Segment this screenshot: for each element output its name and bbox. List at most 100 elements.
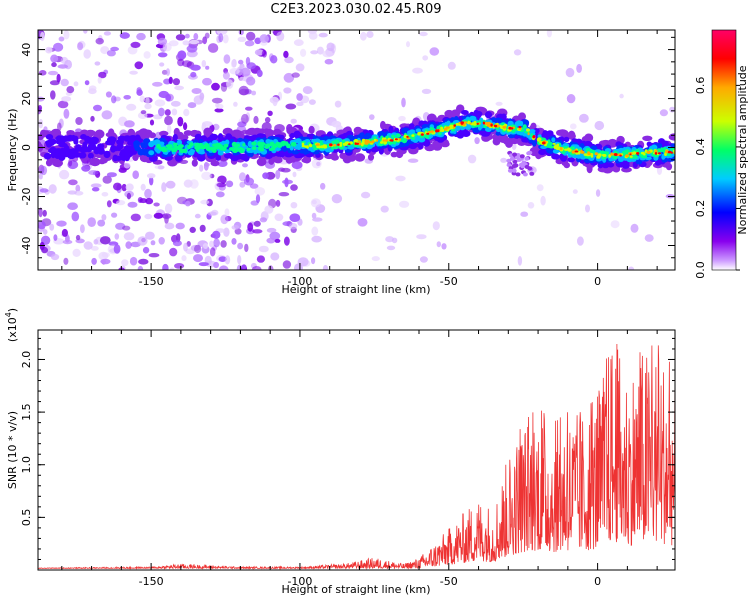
noise-blob: [385, 236, 394, 243]
signal-blob: [527, 132, 530, 136]
noise-blob: [218, 265, 229, 270]
signal-blob: [281, 140, 287, 146]
noise-blob: [201, 171, 212, 181]
noise-blob: [241, 113, 249, 124]
signal-blob: [224, 143, 229, 147]
noise-blob: [157, 52, 168, 58]
signal-blob: [410, 142, 419, 148]
noise-blob: [225, 180, 234, 188]
signal-blob: [522, 124, 527, 129]
noise-blob: [467, 154, 477, 164]
signal-blob: [536, 137, 542, 142]
signal-blob: [502, 125, 507, 129]
noise-blob: [38, 220, 46, 230]
noise-blob: [165, 180, 176, 189]
signal-blob: [437, 131, 442, 136]
noise-blob: [175, 222, 185, 230]
noise-blob: [595, 189, 601, 197]
noise-blob: [267, 265, 274, 270]
signal-blob: [476, 122, 479, 125]
signal-blob: [275, 141, 281, 146]
signal-blob: [643, 152, 646, 156]
signal-blob: [469, 122, 472, 125]
signal-blob: [87, 143, 97, 151]
x-tick-label: -150: [139, 575, 164, 588]
noise-blob: [185, 200, 191, 207]
signal-blob: [516, 157, 522, 162]
noise-blob: [126, 103, 137, 111]
noise-blob: [566, 94, 576, 104]
signal-blob: [148, 141, 155, 148]
noise-blob: [399, 200, 410, 208]
signal-blob: [49, 146, 57, 154]
noise-blob: [238, 59, 244, 65]
noise-blob: [289, 213, 301, 222]
noise-blob: [255, 194, 261, 204]
noise-blob: [122, 225, 131, 231]
y-tick-label: 1.0: [20, 456, 33, 474]
noise-blob: [546, 30, 552, 38]
signal-blob: [654, 160, 662, 166]
signal-blob: [143, 138, 151, 145]
noise-blob: [398, 115, 406, 122]
noise-blob: [239, 181, 246, 188]
noise-blob: [245, 106, 253, 111]
noise-blob: [134, 61, 144, 70]
noise-blob: [216, 182, 227, 188]
signal-blob: [72, 152, 82, 158]
noise-blob: [75, 184, 81, 193]
noise-blob: [183, 179, 193, 188]
noise-blob: [320, 182, 326, 190]
noise-blob: [48, 70, 58, 76]
signal-blob: [382, 139, 386, 142]
signal-blob: [495, 131, 501, 136]
x-tick-label: -150: [139, 275, 164, 288]
noise-blob: [249, 183, 259, 189]
noise-blob: [285, 103, 297, 110]
signal-blob: [384, 139, 389, 142]
signal-blob: [224, 152, 233, 159]
signal-blob: [527, 150, 533, 155]
signal-blob: [58, 150, 64, 158]
noise-blob: [111, 95, 117, 104]
noise-blob: [140, 110, 147, 115]
signal-blob: [629, 155, 633, 158]
signal-blob: [236, 143, 241, 148]
signal-blob: [308, 125, 315, 134]
noise-blob: [293, 39, 304, 46]
signal-blob: [391, 134, 396, 139]
noise-blob: [106, 172, 117, 178]
y-tick-label: 0: [20, 144, 33, 151]
noise-blob: [194, 244, 202, 254]
noise-blob: [63, 257, 69, 265]
noise-blob: [527, 202, 535, 209]
signal-blob: [415, 128, 422, 133]
noise-blob: [103, 31, 111, 36]
noise-blob: [500, 157, 507, 163]
noise-blob: [172, 240, 182, 247]
signal-blob: [219, 146, 225, 151]
noise-blob: [416, 234, 427, 240]
signal-blob: [526, 128, 530, 132]
noise-blob: [84, 80, 90, 86]
noise-blob: [214, 108, 224, 113]
noise-blob: [292, 171, 297, 178]
noise-blob: [274, 238, 281, 243]
noise-blob: [290, 202, 298, 209]
signal-blob: [636, 152, 640, 155]
signal-blob: [344, 148, 353, 153]
noise-blob: [212, 230, 221, 239]
signal-blob: [341, 139, 346, 144]
signal-blob: [469, 115, 477, 121]
signal-blob: [490, 123, 493, 127]
noise-blob: [276, 31, 285, 42]
noise-blob: [139, 95, 146, 103]
colorbar: 0.0 0.2 0.4 0.6 Normalized spectral amplitu…: [694, 29, 749, 279]
noise-blob: [540, 195, 546, 206]
signal-blob: [110, 145, 117, 153]
signal-blob: [594, 152, 599, 156]
signal-blob: [194, 133, 202, 141]
signal-blob: [646, 150, 651, 154]
signal-blob: [159, 130, 169, 137]
noise-blob: [223, 227, 230, 237]
